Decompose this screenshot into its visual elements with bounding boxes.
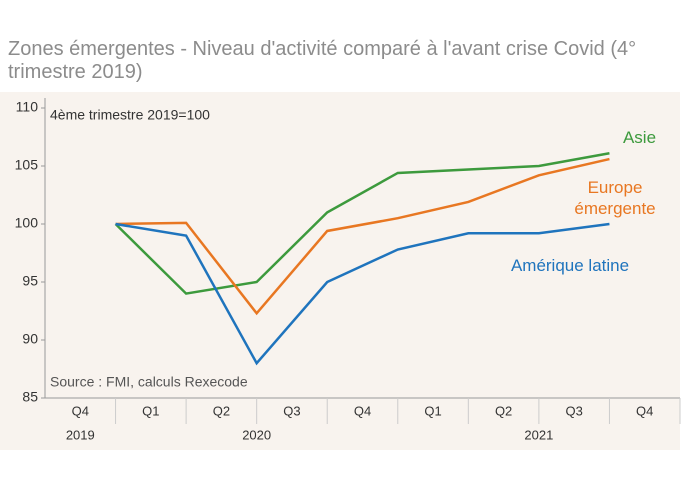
series-label: Amérique latine — [510, 256, 630, 275]
series-line — [115, 222, 610, 366]
x-tick-label: Q3 — [565, 403, 582, 418]
series-label: Europe émergente — [574, 178, 656, 218]
x-tick-label: Q2 — [495, 403, 512, 418]
y-tick-label: 110 — [16, 99, 39, 115]
x-tick-label: Q4 — [354, 403, 371, 418]
year-label: 2020 — [242, 427, 271, 442]
x-tick-label: Q4 — [636, 403, 653, 418]
annotation: Source : FMI, calculs Rexecode — [50, 374, 248, 390]
annotation: 4ème trimestre 2019=100 — [50, 107, 210, 123]
year-label: 2021 — [524, 427, 553, 442]
year-label: 2019 — [66, 427, 95, 442]
y-tick-label: 90 — [22, 331, 38, 347]
y-tick-label: 85 — [22, 389, 38, 405]
x-tick-label: Q4 — [72, 403, 89, 418]
x-tick-label: Q1 — [142, 403, 159, 418]
chart-title: Zones émergentes - Niveau d'activité com… — [8, 38, 637, 83]
plot-background — [0, 92, 680, 450]
series-line — [114, 152, 610, 295]
x-tick-label: Q2 — [213, 403, 230, 418]
series-label: Asie — [622, 128, 657, 147]
y-tick-label: 100 — [15, 215, 39, 231]
y-tick-label: 105 — [15, 157, 39, 173]
x-tick-label: Q3 — [283, 403, 300, 418]
series-line — [115, 157, 610, 316]
x-tick-label: Q1 — [424, 403, 441, 418]
y-tick-label: 95 — [22, 273, 38, 289]
